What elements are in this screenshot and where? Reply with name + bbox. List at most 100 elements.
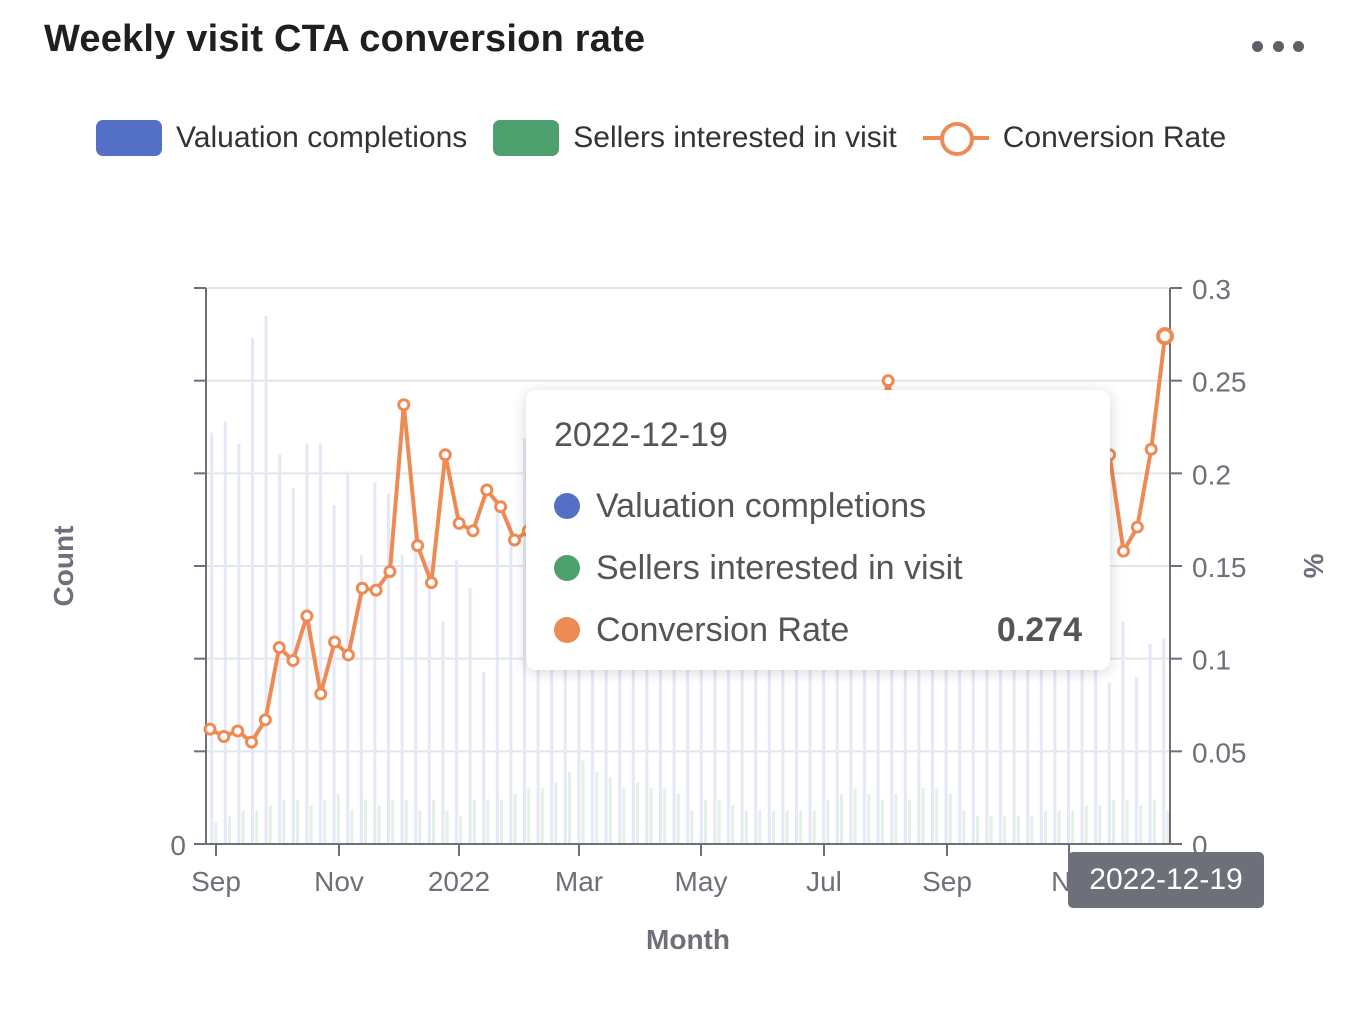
bar-sellers-interested <box>486 799 490 844</box>
bar-valuation-completions <box>808 577 812 844</box>
bar-valuation-completions <box>373 482 377 844</box>
legend-item-sellers-interested[interactable]: Sellers interested in visit <box>493 120 897 156</box>
bar-sellers-interested <box>377 805 381 844</box>
legend-item-conversion-rate[interactable]: Conversion Rate <box>922 120 1226 156</box>
conversion-rate-point <box>507 533 521 547</box>
bar-sellers-interested <box>921 788 925 844</box>
x-tick-label: Mar <box>555 866 603 897</box>
tooltip-row: Valuation completions <box>554 475 1082 537</box>
conversion-rate-point <box>217 730 231 744</box>
bar-sellers-interested <box>867 793 871 844</box>
bar-valuation-completions <box>1053 582 1057 844</box>
bar-sellers-interested <box>255 810 259 844</box>
bar-valuation-completions <box>767 571 771 844</box>
bar-sellers-interested <box>1112 799 1115 844</box>
bar-sellers-interested <box>1098 805 1102 844</box>
bar-valuation-completions <box>482 671 486 844</box>
bar-valuation-completions <box>359 554 363 844</box>
conversion-rate-point <box>328 635 342 649</box>
tooltip-series-name: Valuation completions <box>596 486 927 525</box>
bar-valuation-completions <box>210 432 214 844</box>
bar-valuation-completions <box>387 493 390 844</box>
bar-valuation-completions <box>876 538 880 844</box>
bar-valuation-completions <box>1026 588 1030 844</box>
conversion-rate-point <box>411 539 425 553</box>
bar-valuation-completions <box>849 588 853 844</box>
bar-sellers-interested <box>663 788 667 844</box>
bar-valuation-completions <box>319 443 322 844</box>
bar-valuation-completions <box>495 504 499 844</box>
bar-sellers-interested <box>962 810 966 844</box>
bar-valuation-completions <box>944 566 948 844</box>
conversion-rate-point <box>369 583 383 597</box>
bar-valuation-completions <box>455 560 458 844</box>
conversion-rate-point <box>452 516 466 530</box>
bar-sellers-interested <box>758 810 762 844</box>
conversion-rate-point <box>383 565 397 579</box>
bar-sellers-interested <box>608 777 612 844</box>
bar-valuation-completions <box>618 521 622 844</box>
bar-valuation-completions <box>822 538 826 844</box>
chart-tooltip: 2022-12-19 Valuation completions Sellers… <box>526 390 1110 670</box>
bar-valuation-completions <box>835 599 839 844</box>
bar-valuation-completions <box>863 560 866 844</box>
bar-sellers-interested <box>568 771 571 844</box>
bar-sellers-interested <box>1125 799 1129 844</box>
bar-sellers-interested <box>404 799 408 844</box>
bar-sellers-interested <box>323 799 327 844</box>
bar-sellers-interested <box>309 805 313 844</box>
bar-valuation-completions <box>1162 638 1166 844</box>
bar-valuation-completions <box>414 515 418 844</box>
tooltip-series-value: 0.274 <box>996 610 1082 649</box>
bar-sellers-interested <box>1030 816 1034 844</box>
bar-valuation-completions <box>509 521 513 844</box>
bar-valuation-completions <box>917 627 921 844</box>
tooltip-row: Sellers interested in visit <box>554 537 1082 599</box>
bar-sellers-interested <box>799 810 803 844</box>
bar-sellers-interested <box>1152 799 1156 844</box>
y-left-tick-label: 0 <box>170 830 186 861</box>
bar-sellers-interested <box>513 793 517 844</box>
bar-sellers-interested <box>540 788 544 844</box>
bar-valuation-completions <box>958 588 962 844</box>
bar-valuation-completions <box>441 621 445 844</box>
y-right-tick-label: 0.3 <box>1192 274 1231 305</box>
conversion-rate-point <box>1144 442 1158 456</box>
bar-sellers-interested <box>676 793 680 844</box>
bar-valuation-completions <box>1148 643 1152 844</box>
bar-valuation-completions <box>237 443 241 844</box>
more-dot <box>1252 40 1263 52</box>
conversion-rate-point <box>245 735 259 749</box>
tooltip-dot-sellers <box>554 555 580 581</box>
legend-swatch-valuation <box>96 120 162 156</box>
conversion-rate-point <box>272 641 286 655</box>
bar-sellers-interested <box>731 805 735 844</box>
legend-item-valuation-completions[interactable]: Valuation completions <box>96 120 467 156</box>
bar-sellers-interested <box>554 782 558 844</box>
bar-valuation-completions <box>400 554 404 844</box>
bar-sellers-interested <box>989 816 993 844</box>
more-options-icon[interactable] <box>1252 34 1304 58</box>
conversion-rate-point <box>258 713 272 727</box>
bar-sellers-interested <box>500 799 503 844</box>
bar-valuation-completions <box>672 593 676 844</box>
bar-valuation-completions <box>577 571 581 844</box>
more-dot <box>1272 40 1284 52</box>
bar-sellers-interested <box>853 788 857 844</box>
bar-valuation-completions <box>754 604 758 844</box>
tooltip-row: Conversion Rate 0.274 <box>554 599 1082 661</box>
y-axis-left-title: Count <box>48 526 79 607</box>
bar-valuation-completions <box>332 504 336 844</box>
conversion-rate-point <box>231 724 245 738</box>
bar-sellers-interested <box>391 799 395 844</box>
bar-sellers-interested <box>241 810 245 844</box>
bar-sellers-interested <box>459 816 463 844</box>
bar-sellers-interested <box>1003 816 1007 844</box>
bar-valuation-completions <box>999 571 1002 844</box>
conversion-rate-point <box>1130 520 1144 534</box>
bar-valuation-completions <box>223 421 227 844</box>
conversion-rate-point <box>466 524 480 538</box>
bar-sellers-interested <box>350 810 354 844</box>
conversion-rate-point <box>355 581 369 595</box>
bar-valuation-completions <box>985 604 989 844</box>
